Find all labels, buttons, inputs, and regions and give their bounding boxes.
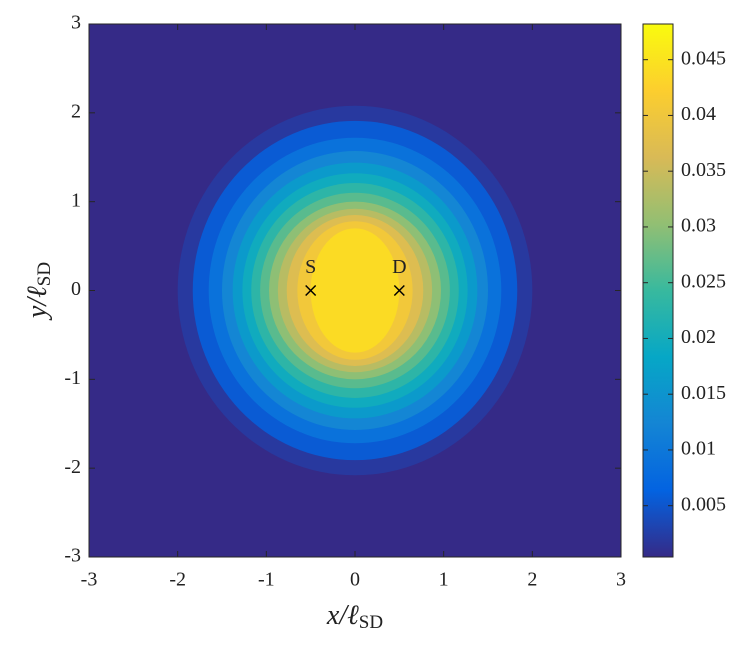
colorbar-tick-label: 0.01 [681,438,716,460]
y-tick-label: -1 [64,367,81,389]
y-label-text: y/ℓ [22,286,53,321]
y-tick-label: 2 [71,100,81,122]
x-label-text: x/ℓ [326,600,359,631]
x-tick-label: -1 [258,569,275,591]
x-tick-label: -3 [81,569,98,591]
contour-band [310,228,400,353]
colorbar-tick-label: 0.045 [681,47,726,69]
x-label-subscript: SD [359,612,383,633]
y-tick-label: -2 [64,456,81,478]
colorbar-tick-label: 0.03 [681,215,716,237]
point-marker: D [392,256,407,297]
colorbar-tick-label: 0.02 [681,326,716,348]
y-tick-label: 0 [71,278,81,300]
marker-label: D [392,256,406,278]
x-tick-label: 2 [527,569,537,591]
y-label-subscript: SD [34,262,55,286]
y-tick-label: -3 [64,545,81,567]
x-tick-label: 3 [616,569,626,591]
marker-cross [305,284,317,297]
y-axis-label: y/ℓSD [22,262,55,321]
colorbar-tick-label: 0.035 [681,159,726,181]
y-tick-label: 3 [71,12,81,34]
colorbar-tick-label: 0.015 [681,382,726,404]
colorbar-tick-label: 0.04 [681,103,716,125]
x-axis-label: x/ℓSD [326,600,383,633]
x-tick-label: -2 [169,569,186,591]
marker-cross [393,284,405,297]
marker-label: S [305,256,316,278]
point-marker: S [305,256,317,297]
x-tick-label: 1 [439,569,449,591]
x-tick-label: 0 [350,569,360,591]
colorbar [642,23,674,558]
colorbar-tick-label: 0.025 [681,270,726,292]
y-tick-label: 1 [71,189,81,211]
colorbar-tick-label: 0.005 [681,493,726,515]
